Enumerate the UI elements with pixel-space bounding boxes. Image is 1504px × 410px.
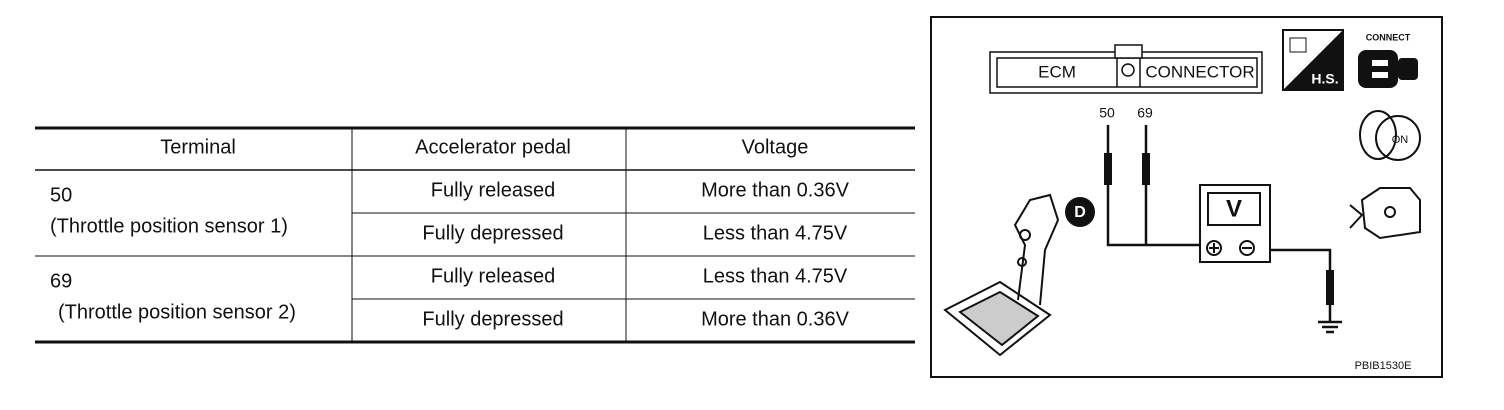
- cell: Fully released: [431, 179, 556, 201]
- cell: More than 0.36V: [701, 308, 850, 330]
- cell: Less than 4.75V: [703, 265, 848, 287]
- hs-label: H.S.: [1311, 71, 1338, 87]
- voltmeter: [1199, 184, 1271, 263]
- ignition-icon: [1359, 110, 1421, 161]
- figure-code: PBIB1530E: [1355, 360, 1412, 372]
- pin-label: 69: [1137, 105, 1153, 121]
- terminal: 69: [50, 270, 72, 292]
- cell: Fully released: [431, 265, 556, 287]
- connector-label: CONNECTOR: [1145, 62, 1254, 81]
- header-cell: Terminal: [160, 136, 236, 158]
- diagram-frame: [930, 16, 1443, 378]
- connect-icon: [1358, 50, 1418, 88]
- terminal: (Throttle position sensor 1): [50, 215, 288, 237]
- cell: Less than 4.75V: [703, 222, 848, 244]
- connector: [989, 44, 1263, 94]
- table-lines: [35, 126, 915, 344]
- position-label: D: [1074, 204, 1086, 221]
- engine-icon: [1349, 187, 1421, 240]
- meter-label: V: [1226, 195, 1242, 222]
- pin-label: 50: [1099, 105, 1115, 121]
- shifter: [943, 193, 1060, 357]
- header-cell: Accelerator pedal: [415, 136, 571, 158]
- connect-label: CONNECT: [1366, 32, 1411, 42]
- terminal: 50: [50, 184, 72, 206]
- connector-label: ECM: [1038, 62, 1076, 81]
- terminal: (Throttle position sensor 2): [58, 301, 296, 323]
- hs-icon: [1282, 29, 1344, 91]
- position-badge: [1065, 197, 1095, 227]
- probes: [1104, 153, 1334, 305]
- header-cell: Voltage: [742, 136, 809, 158]
- cell: Fully depressed: [422, 222, 563, 244]
- cell: More than 0.36V: [701, 179, 850, 201]
- ignition-label: ON: [1392, 134, 1409, 146]
- cell: Fully depressed: [422, 308, 563, 330]
